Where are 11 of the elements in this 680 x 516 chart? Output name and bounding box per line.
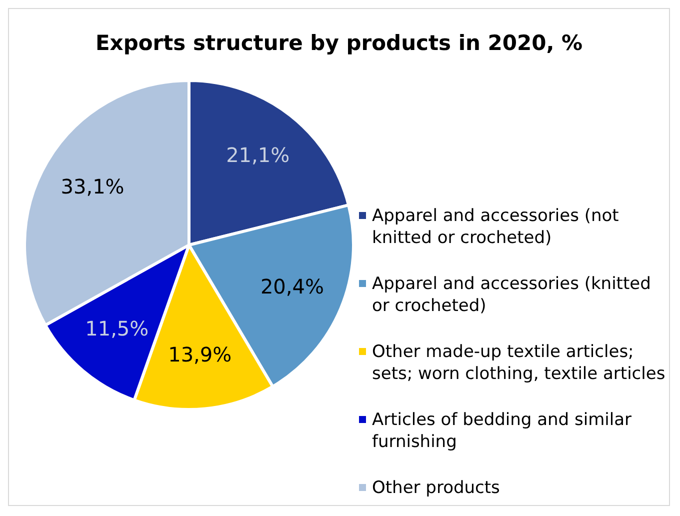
data-label: 21,1% [226,143,290,168]
data-label: 20,4% [260,274,324,298]
legend-label: Apparel and accessories (knitted or crocheted) [372,273,652,317]
data-label: 33,1% [60,174,124,199]
data-label: 11,5% [85,316,149,341]
legend-label: Other made-up textile articles; sets; worn clothing, textile articles [372,341,666,385]
legend-label: Other products [372,477,500,499]
data-label: 13,9% [168,342,232,367]
chart-title: Exports structure by products in 2020, % [94,31,584,55]
legend-label: Apparel and accessories (not knitted or crocheted) [372,205,620,249]
legend-label: Articles of bedding and similar furnishing [372,409,632,453]
